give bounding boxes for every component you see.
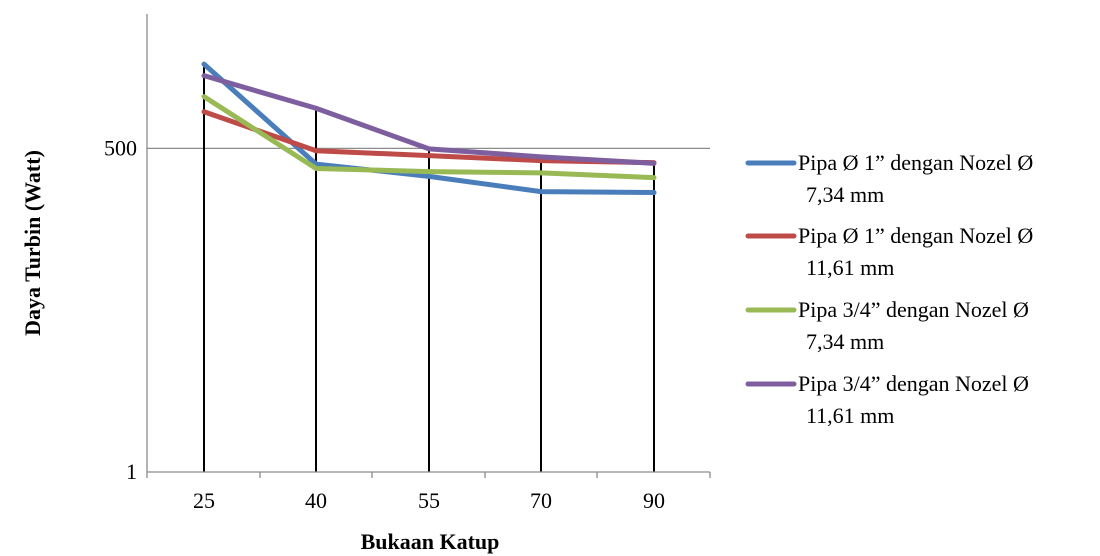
x-tick-label: 70	[530, 488, 552, 513]
legend-label: Pipa 3/4” dengan Nozel Ø	[798, 371, 1029, 396]
legend-label: 11,61 mm	[806, 255, 894, 280]
x-tick-label: 40	[305, 488, 327, 513]
legend-label: 11,61 mm	[806, 403, 894, 428]
legend-label: 7,34 mm	[806, 329, 884, 354]
legend-label: Pipa 3/4” dengan Nozel Ø	[798, 297, 1029, 322]
legend-entry: Pipa Ø 1” dengan Nozel Ø 11,61 mm	[745, 223, 1033, 280]
legend-entry: Pipa Ø 1” dengan Nozel Ø 7,34 mm	[745, 150, 1033, 207]
series-line-1	[201, 61, 657, 196]
legend-label: 7,34 mm	[806, 182, 884, 207]
series-lines	[201, 61, 657, 196]
x-axis-title: Bukaan Katup	[361, 529, 500, 554]
x-tick-labels: 25 40 55 70 90	[193, 488, 665, 513]
y-axis-title: Daya Turbin (Watt)	[20, 150, 45, 336]
x-tick-label: 55	[418, 488, 440, 513]
axes	[146, 14, 711, 478]
legend-entry: Pipa 3/4” dengan Nozel Ø 7,34 mm	[745, 297, 1029, 354]
series-line-4	[201, 73, 657, 166]
legend-entry: Pipa 3/4” dengan Nozel Ø 11,61 mm	[745, 371, 1029, 428]
legend-label: Pipa Ø 1” dengan Nozel Ø	[798, 150, 1033, 175]
y-tick-label: 1	[126, 459, 137, 484]
legend-label: Pipa Ø 1” dengan Nozel Ø	[798, 223, 1033, 248]
x-tick-label: 90	[643, 488, 665, 513]
y-tick-label: 500	[104, 135, 137, 160]
x-tick-label: 25	[193, 488, 215, 513]
series-line-3	[201, 94, 657, 181]
